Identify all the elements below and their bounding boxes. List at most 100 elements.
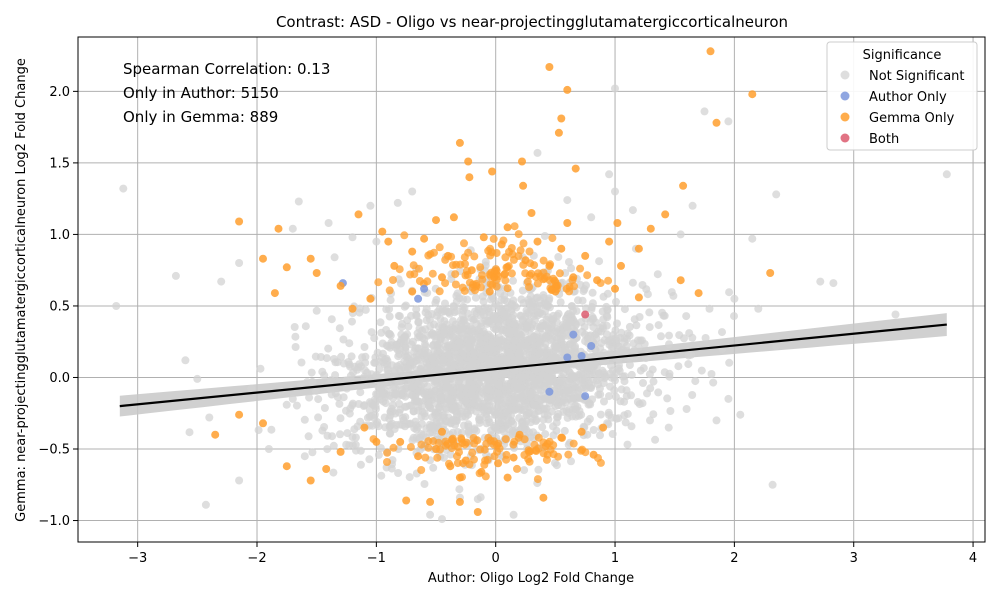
point-author-only [414, 294, 423, 303]
cloud-point-not-significant [464, 420, 473, 429]
cloud-point-not-significant [598, 366, 607, 375]
point-gemma-only [372, 437, 381, 446]
cloud-point-not-significant [387, 464, 396, 473]
cloud-point-gemma-only [577, 446, 586, 455]
cloud-point-not-significant [605, 336, 614, 345]
cloud-point-not-significant [312, 306, 321, 315]
cloud-point-not-significant [628, 278, 637, 287]
point-not-significant [366, 201, 375, 210]
point-gemma-only [211, 430, 220, 439]
point-gemma-only [360, 423, 369, 432]
cloud-point-not-significant [614, 364, 623, 373]
cloud-point-not-significant [431, 298, 440, 307]
cloud-point-not-significant [685, 329, 694, 338]
cloud-point-not-significant [324, 344, 333, 353]
cloud-point-not-significant [659, 311, 668, 320]
cloud-point-not-significant [350, 425, 359, 434]
cloud-point-gemma-only [534, 269, 543, 278]
cloud-point-not-significant [611, 392, 620, 401]
cloud-point-gemma-only [421, 453, 430, 462]
legend-label-gemma-only: Gemma Only [869, 111, 955, 126]
cloud-point-not-significant [623, 409, 632, 418]
cloud-point-not-significant [531, 417, 540, 425]
cloud-point-not-significant [314, 413, 323, 422]
cloud-point-not-significant [434, 365, 443, 374]
cloud-point-not-significant [185, 428, 194, 437]
cloud-point-not-significant [519, 373, 528, 382]
cloud-point-not-significant [654, 321, 663, 330]
cloud-point-not-significant [675, 331, 684, 340]
point-gemma-only [477, 467, 486, 476]
cloud-point-gemma-only [453, 452, 461, 461]
cloud-point-not-significant [323, 431, 332, 440]
cloud-point-not-significant [478, 352, 487, 361]
cloud-point-not-significant [455, 485, 464, 494]
cloud-point-not-significant [491, 300, 500, 308]
cloud-point-not-significant [441, 342, 450, 351]
point-gemma-only [599, 423, 608, 432]
point-gemma-only [455, 473, 464, 482]
cloud-point-not-significant [429, 463, 438, 472]
cloud-point-not-significant [622, 335, 631, 344]
cloud-point-not-significant [510, 301, 519, 310]
cloud-point-not-significant [468, 325, 477, 334]
cloud-point-gemma-only [507, 269, 516, 278]
point-gemma-only [438, 273, 446, 282]
cloud-point-not-significant [548, 320, 557, 329]
cloud-point-not-significant [535, 301, 544, 310]
cloud-point-not-significant [630, 346, 639, 355]
cloud-point-not-significant [491, 371, 499, 380]
cloud-point-not-significant [574, 362, 583, 371]
cloud-point-not-significant [377, 471, 386, 480]
cloud-point-gemma-only [583, 271, 592, 280]
cloud-point-not-significant [485, 406, 494, 415]
point-gemma-only [467, 266, 476, 275]
cloud-point-not-significant [446, 450, 455, 459]
cloud-point-not-significant [531, 316, 539, 325]
regression-line [119, 323, 947, 408]
cloud-point-not-significant [385, 305, 394, 313]
cloud-point-not-significant [439, 412, 447, 421]
point-gemma-only [557, 433, 566, 442]
cloud-point-not-significant [444, 396, 453, 405]
cloud-point-not-significant [646, 384, 655, 393]
cloud-point-not-significant [449, 317, 457, 326]
cloud-point-not-significant [565, 258, 573, 266]
cloud-point-not-significant [290, 323, 299, 331]
cloud-point-gemma-only [503, 284, 512, 293]
cloud-point-not-significant [534, 308, 543, 317]
cloud-point-not-significant [504, 420, 513, 429]
cloud-point-not-significant [440, 307, 449, 316]
point-gemma-only [613, 219, 622, 227]
point-not-significant [754, 304, 763, 313]
point-gemma-only [545, 63, 554, 71]
cloud-point-not-significant [395, 408, 404, 417]
cloud-point-not-significant [541, 339, 550, 348]
cloud-point-not-significant [551, 459, 559, 467]
cloud-point-gemma-only [470, 455, 478, 464]
point-not-significant [408, 187, 417, 196]
cloud-point-not-significant [489, 323, 498, 332]
cloud-point-not-significant [201, 500, 210, 509]
cloud-point-not-significant [504, 303, 513, 312]
cloud-point-not-significant [412, 305, 421, 314]
cloud-point-not-significant [499, 369, 508, 378]
cloud-point-not-significant [353, 365, 362, 374]
cloud-point-not-significant [386, 331, 395, 340]
cloud-point-not-significant [320, 371, 329, 380]
point-gemma-only [449, 213, 458, 222]
cloud-point-not-significant [376, 318, 385, 327]
point-not-significant [300, 452, 309, 461]
cloud-point-not-significant [627, 422, 636, 431]
cloud-point-not-significant [394, 311, 403, 320]
cloud-point-not-significant [365, 455, 374, 464]
cloud-point-not-significant [419, 379, 428, 388]
point-gemma-only [617, 261, 625, 270]
point-author-only [581, 392, 590, 401]
cloud-point-not-significant [376, 444, 385, 452]
cloud-point-not-significant [482, 305, 491, 314]
cloud-point-not-significant [360, 343, 369, 351]
cloud-point-not-significant [635, 400, 644, 409]
cloud-point-not-significant [318, 426, 327, 435]
cloud-point-not-significant [431, 380, 440, 389]
